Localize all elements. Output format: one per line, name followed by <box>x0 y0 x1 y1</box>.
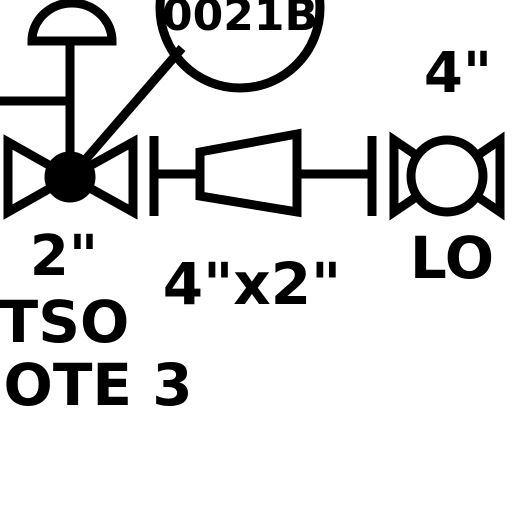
tag-balloon <box>155 0 325 93</box>
valve-right-state-label: LO <box>410 224 494 292</box>
actuator-dome <box>27 0 117 46</box>
ball-valve-ball <box>406 135 488 217</box>
valve-left-size-label: 2" <box>30 224 98 289</box>
concentric-reducer <box>195 128 302 218</box>
ball-valve-4in <box>389 131 505 221</box>
valve-body-left-triangle <box>3 134 80 220</box>
valve-right-size-label: 4" <box>424 41 492 106</box>
pipe-run-with-reducer <box>149 128 377 218</box>
valve-hub <box>44 151 96 203</box>
note-label: NOTE 3 <box>0 351 193 419</box>
valve-left-type-label: TSO <box>0 288 129 356</box>
valve-body-right-triangle <box>60 134 138 220</box>
reducer-size-label: 4"x2" <box>163 250 342 318</box>
control-valve-2in <box>0 0 186 220</box>
tag-label: 0021B <box>162 0 318 41</box>
leader-line-to-tag <box>82 45 186 162</box>
